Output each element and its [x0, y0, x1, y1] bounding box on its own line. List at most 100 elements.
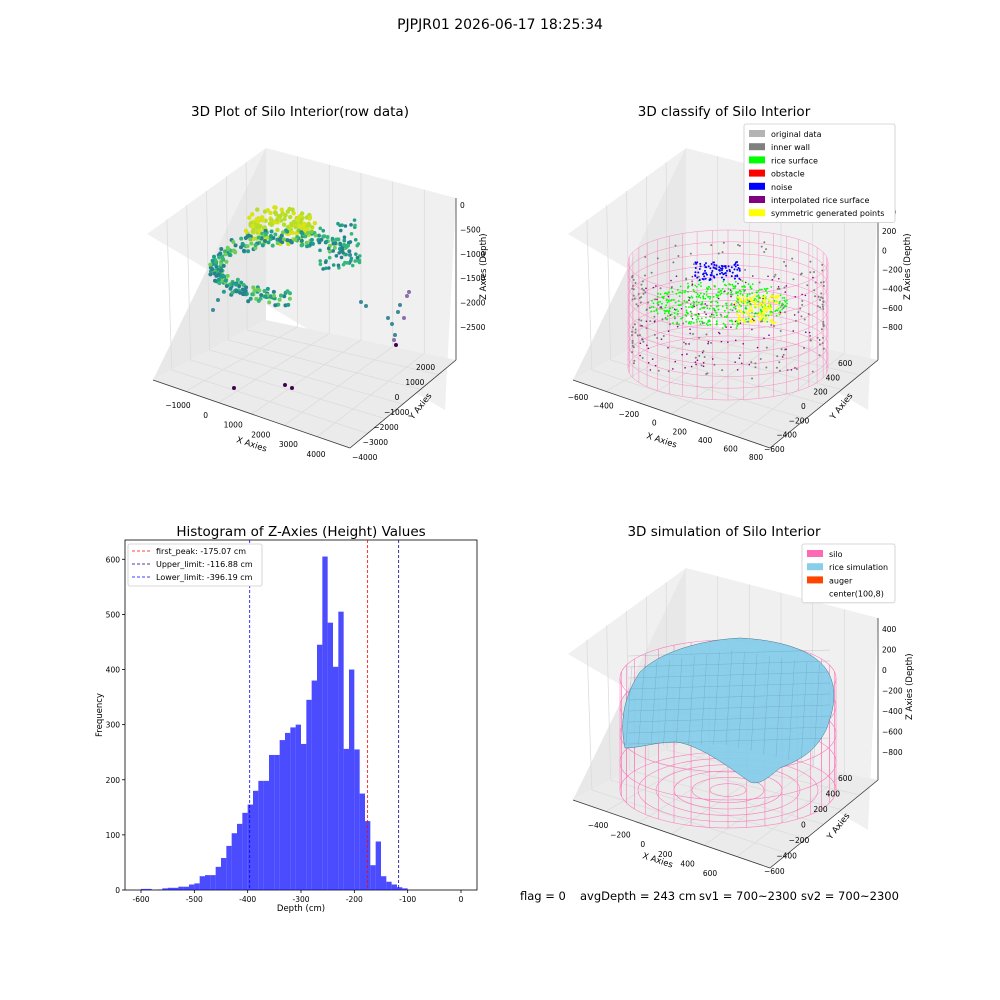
y-tick: −4000 [352, 453, 378, 462]
surface-point [741, 280, 744, 282]
surface-point [693, 290, 696, 293]
surface-point [730, 291, 733, 294]
interp-point [707, 341, 710, 343]
surface-point [697, 301, 700, 304]
interp-point [688, 343, 690, 345]
raw-point [233, 243, 238, 248]
surface-point [738, 303, 741, 306]
surface-point [665, 299, 668, 302]
interp-point [681, 353, 683, 356]
raw-point [356, 242, 361, 246]
raw-point [246, 299, 251, 304]
symmetric-point [758, 314, 762, 317]
symmetric-point [768, 300, 772, 303]
surface-point [713, 316, 716, 319]
raw-point [245, 244, 250, 249]
raw-point [277, 237, 282, 242]
surface-point [690, 295, 693, 298]
symmetric-point [747, 313, 750, 317]
surface-point [735, 300, 738, 303]
wall-point [760, 320, 763, 323]
histogram-bar [402, 888, 408, 890]
x-tick-label: -300 [292, 895, 309, 904]
symmetric-point [754, 304, 757, 308]
surface-point [767, 314, 770, 317]
histogram-bar [183, 886, 189, 890]
wall-point [817, 295, 820, 298]
histogram-bar [391, 884, 397, 890]
surface-point [735, 292, 738, 295]
surface-point [715, 300, 717, 303]
histogram-bar [301, 743, 307, 890]
surface-point [666, 301, 669, 304]
chart-title: Histogram of Z-Axies (Height) Values [176, 524, 425, 540]
surface-point [730, 319, 733, 322]
interp-point [694, 361, 697, 363]
noise-point [725, 274, 728, 277]
noise-point [737, 266, 740, 269]
symmetric-point [774, 296, 777, 299]
simulation-zticks: 400 200 0 −200 −400 −600 −800 [882, 625, 903, 757]
wall-point [631, 276, 634, 279]
interp-point [784, 291, 787, 293]
wall-point [770, 323, 773, 326]
wall-point [631, 351, 634, 354]
mesh-line [627, 660, 831, 668]
interp-point [691, 317, 694, 320]
z-tick: −600 [882, 304, 903, 313]
surface-point [681, 316, 684, 319]
legend-label: silo [829, 550, 843, 559]
mesh-line [627, 726, 831, 734]
raw-point [251, 285, 256, 290]
wall-point [653, 333, 656, 336]
legend-box [801, 543, 896, 604]
interp-point [768, 334, 770, 337]
surface-point [662, 297, 665, 300]
surface-point [723, 309, 726, 312]
raw-point [253, 245, 258, 250]
raw-point [338, 241, 342, 246]
symmetric-point [761, 312, 764, 315]
surface-point [726, 293, 729, 295]
wall-point [811, 370, 814, 373]
raw-point [277, 297, 282, 302]
interp-point [711, 358, 714, 360]
interp-point [737, 282, 739, 285]
z-tick: −500 [460, 225, 481, 234]
raw-point [219, 246, 224, 251]
interp-point [704, 303, 707, 305]
surface-point [700, 285, 702, 287]
noise-point [720, 271, 723, 274]
interp-point [646, 344, 648, 347]
wall-point [809, 334, 812, 337]
surface-point [757, 289, 760, 292]
surface-point [783, 296, 786, 299]
raw-point [231, 248, 236, 253]
wall-point [803, 318, 806, 321]
symmetric-point [767, 298, 770, 301]
surface-point [748, 293, 751, 296]
symmetric-point [744, 310, 748, 314]
mesh-line [688, 655, 695, 746]
interp-point [779, 311, 782, 314]
surface-point [756, 295, 758, 298]
y-tick: 2000 [416, 363, 435, 372]
raw-point [324, 239, 329, 244]
histogram-bar [210, 875, 216, 890]
surface-point [744, 307, 747, 310]
interp-point [729, 289, 732, 291]
histogram-bar [381, 876, 387, 890]
simulation-yticks: −600 −400 −200 0 200 400 600 [764, 774, 853, 876]
symmetric-point [776, 306, 779, 310]
surface-point [681, 290, 684, 292]
classify-zlabel: Z Axies (Depth) [903, 233, 913, 300]
interp-point [651, 358, 654, 360]
interp-point [751, 275, 754, 277]
surface-point [686, 287, 689, 289]
raw-point [254, 224, 260, 229]
histogram-bar [386, 881, 392, 890]
wall-point [734, 307, 737, 310]
interp-point [654, 364, 657, 367]
surface-point [776, 309, 779, 312]
raw-point [332, 245, 337, 250]
